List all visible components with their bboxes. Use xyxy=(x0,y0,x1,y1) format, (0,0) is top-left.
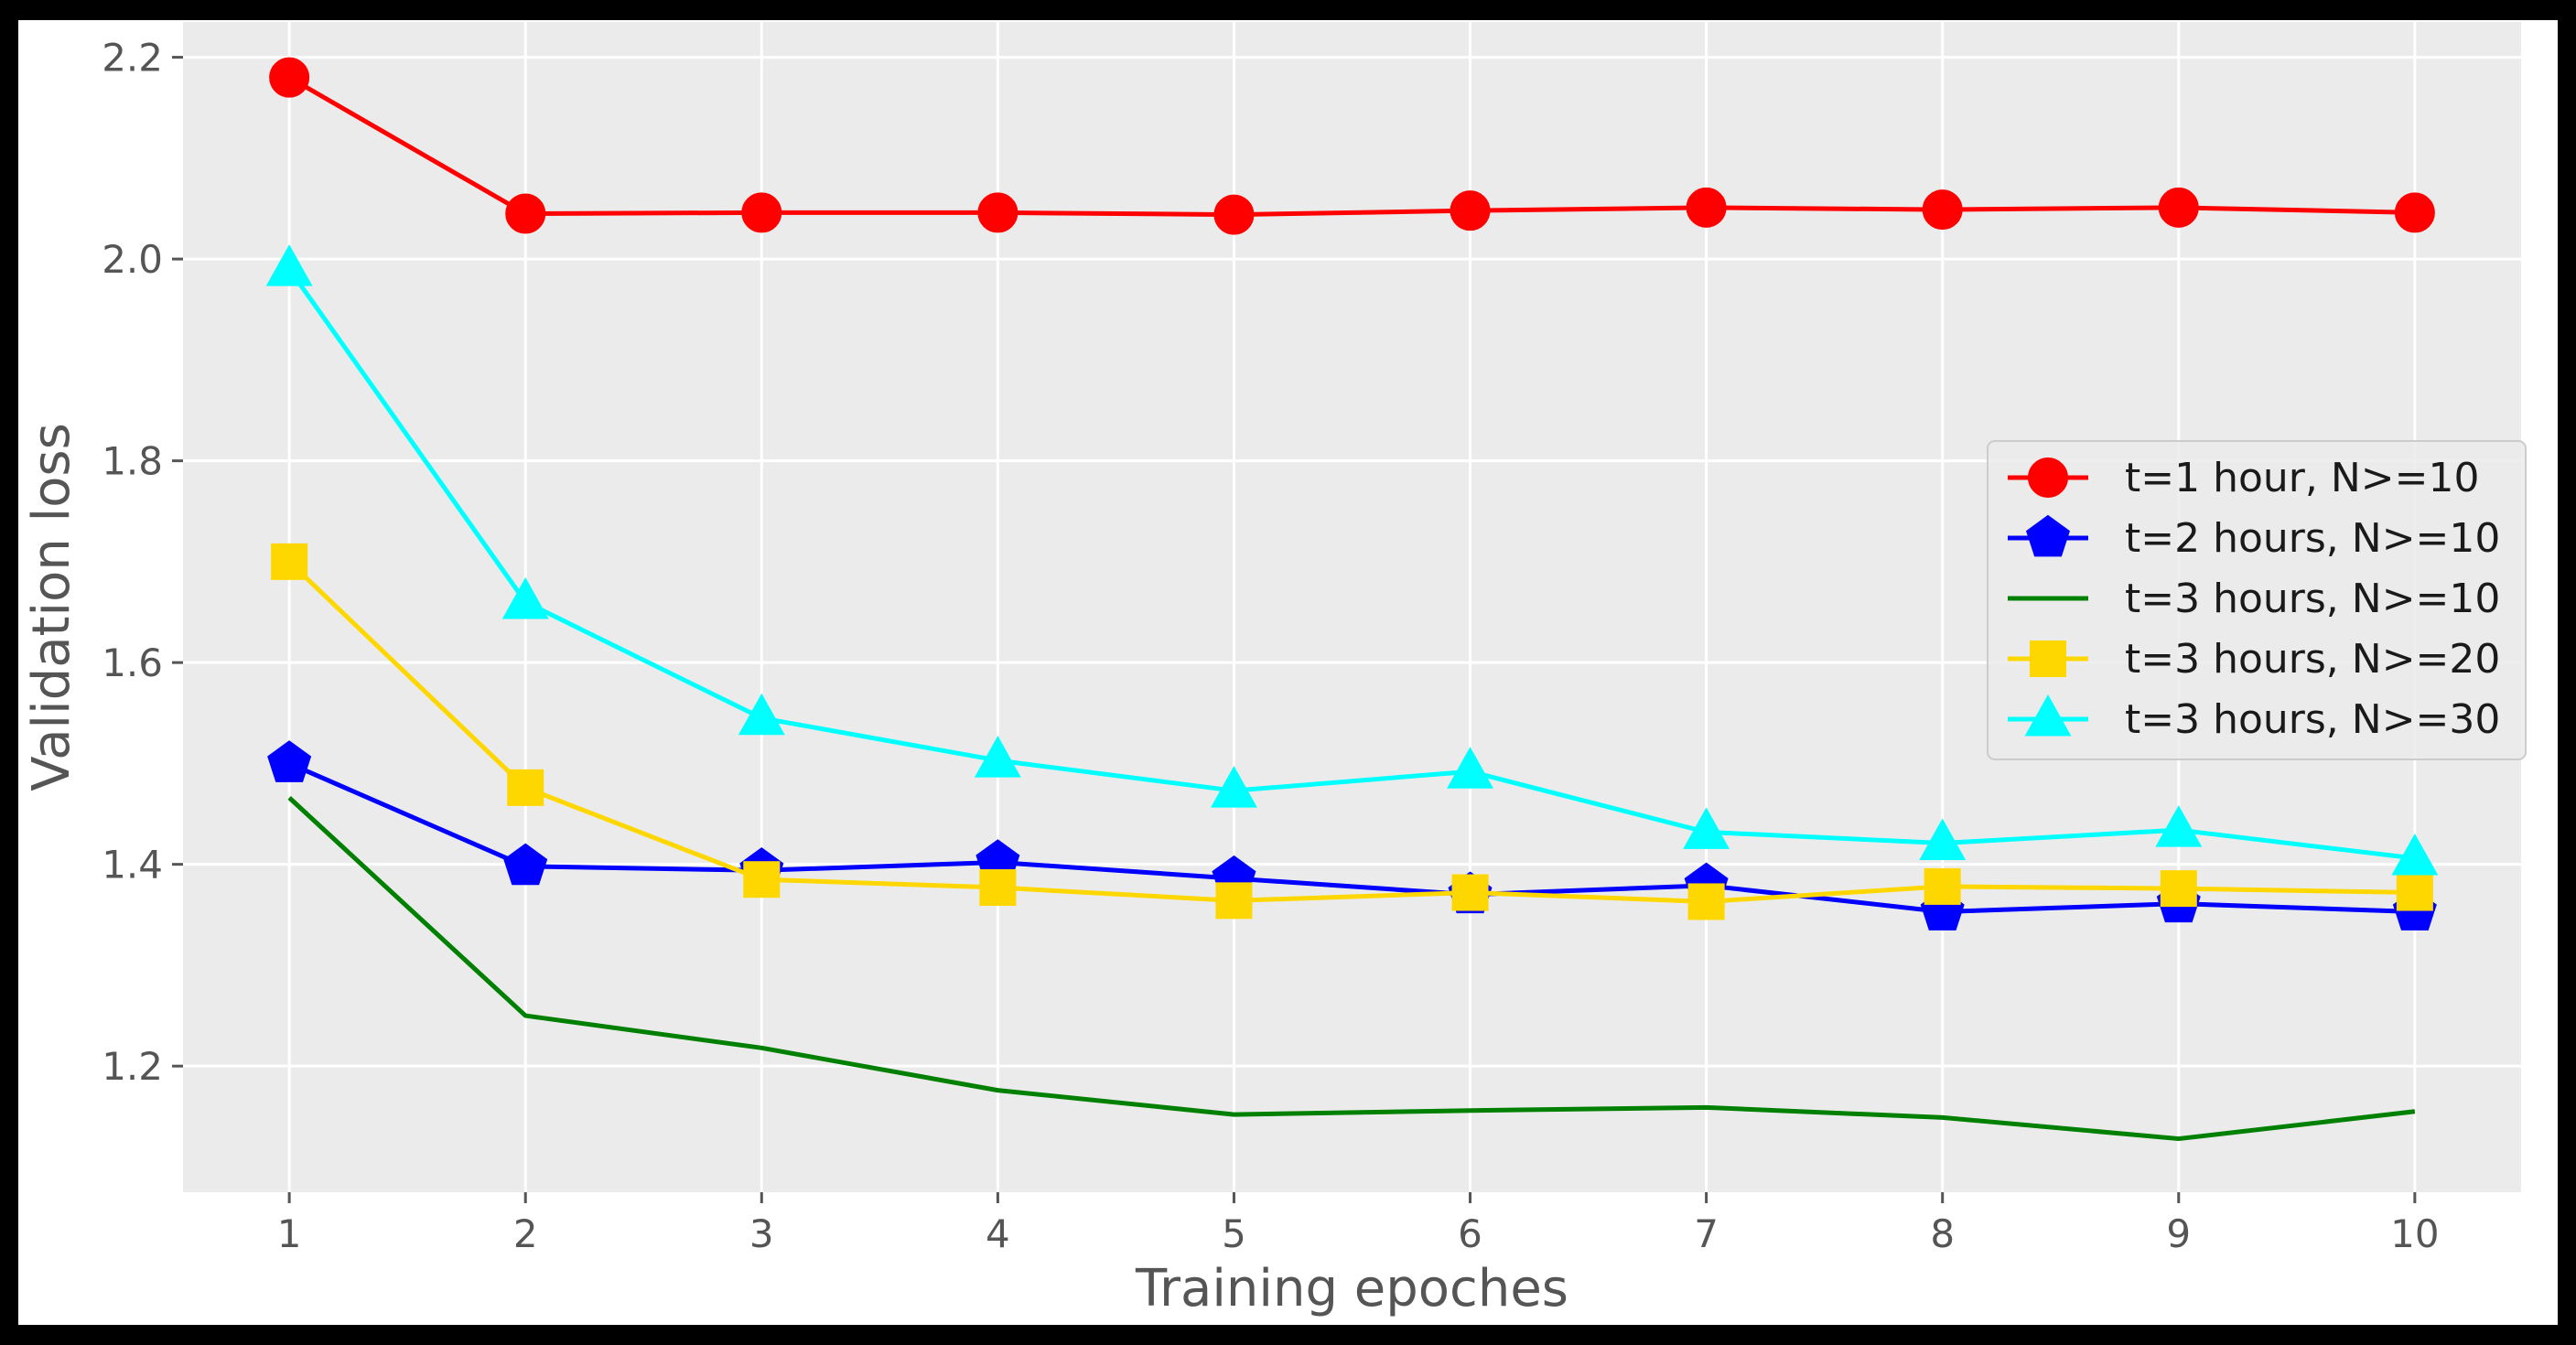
legend-label: t=1 hour, N>=10 xyxy=(2125,455,2480,501)
legend-label: t=2 hours, N>=10 xyxy=(2125,515,2500,562)
data-point xyxy=(974,736,1021,778)
data-point xyxy=(507,769,544,806)
series-line xyxy=(287,560,2415,904)
data-point xyxy=(2155,805,2203,847)
legend-entry: t=3 hours, N>=10 xyxy=(2008,576,2500,622)
data-point xyxy=(2396,874,2433,911)
x-tick-label: 8 xyxy=(1930,1211,1955,1256)
data-point xyxy=(1213,194,1255,235)
legend-entry: t=1 hour, N>=10 xyxy=(2008,455,2480,501)
data-point xyxy=(503,843,548,886)
line-chart: 1 2 3 4 5 6 7 8 9 10 1.2 1.4 1.6 1.8 2.0 2.2 Training e… xyxy=(22,22,2527,1318)
series-5 xyxy=(265,244,2439,876)
y-axis-title: Validation loss xyxy=(22,423,81,791)
data-point xyxy=(743,861,781,898)
series-line xyxy=(288,761,2415,914)
legend-entry: t=3 hours, N>=20 xyxy=(2008,636,2500,683)
data-point xyxy=(1922,189,1963,231)
chart-figure: 1 2 3 4 5 6 7 8 9 10 1.2 1.4 1.6 1.8 2.0 2.2 Training e… xyxy=(18,20,2558,1325)
y-tick-label: 1.2 xyxy=(102,1044,163,1089)
legend-entry: t=2 hours, N>=10 xyxy=(2008,514,2500,562)
legend-swatch-marker xyxy=(2030,640,2066,677)
series-3 xyxy=(287,796,2416,1142)
axis-ticks: 1 2 3 4 5 6 7 8 9 10 1.2 1.4 1.6 1.8 2.0 2.2 xyxy=(102,36,2439,1256)
y-tick-label: 2.2 xyxy=(102,36,163,81)
y-tick-label: 1.6 xyxy=(102,640,163,685)
data-point xyxy=(1686,187,1727,228)
data-point xyxy=(265,244,313,286)
x-tick-label: 7 xyxy=(1694,1211,1719,1256)
data-point xyxy=(741,192,782,233)
data-point xyxy=(1450,190,1491,231)
legend-swatch-marker xyxy=(2025,514,2071,557)
data-point xyxy=(2391,833,2439,876)
data-point xyxy=(738,693,785,736)
legend-label: t=3 hours, N>=10 xyxy=(2125,576,2500,622)
x-tick-label: 6 xyxy=(1458,1211,1482,1256)
series-layer xyxy=(265,57,2439,1142)
x-tick-label: 10 xyxy=(2390,1211,2439,1256)
x-tick-label: 3 xyxy=(749,1211,774,1256)
data-point xyxy=(269,57,310,98)
y-tick-label: 1.4 xyxy=(102,843,163,888)
data-point xyxy=(1451,874,1489,911)
x-tick-label: 1 xyxy=(277,1211,302,1256)
data-point xyxy=(2394,192,2435,233)
legend: t=1 hour, N>=10 t=2 hours, N>=10 t=3 hours… xyxy=(1987,440,2527,760)
y-tick-label: 2.0 xyxy=(102,237,163,282)
data-point xyxy=(2158,187,2199,228)
data-point xyxy=(1687,883,1725,920)
x-axis-title: Training epoches xyxy=(1135,1259,1568,1318)
x-tick-label: 5 xyxy=(1222,1211,1246,1256)
series-line xyxy=(287,75,2415,218)
legend-entry: t=3 hours, N>=30 xyxy=(2008,694,2500,743)
data-point xyxy=(977,192,1019,233)
x-tick-label: 4 xyxy=(986,1211,1010,1256)
y-tick-label: 1.8 xyxy=(102,439,163,484)
legend-swatch-marker xyxy=(2028,457,2068,498)
data-point xyxy=(505,193,546,234)
x-tick-label: 2 xyxy=(513,1211,538,1256)
legend-label: t=3 hours, N>=20 xyxy=(2125,636,2500,683)
data-point xyxy=(1683,807,1730,849)
series-4 xyxy=(271,543,2433,920)
data-point xyxy=(979,869,1017,907)
series-line xyxy=(287,796,2416,1142)
data-point xyxy=(1924,867,1961,905)
series-line xyxy=(287,267,2416,861)
data-point xyxy=(271,543,308,580)
data-point xyxy=(501,576,549,619)
data-point xyxy=(1919,818,1967,861)
data-point xyxy=(1447,747,1493,789)
series-1 xyxy=(269,57,2435,235)
legend-label: t=3 hours, N>=30 xyxy=(2125,696,2500,743)
data-point xyxy=(1211,766,1257,808)
data-point xyxy=(267,740,312,782)
legend-box xyxy=(1987,440,2527,760)
legend-swatch-marker xyxy=(2024,694,2072,737)
data-point xyxy=(1215,882,1253,920)
x-tick-label: 9 xyxy=(2166,1211,2191,1256)
data-point xyxy=(2160,870,2197,908)
